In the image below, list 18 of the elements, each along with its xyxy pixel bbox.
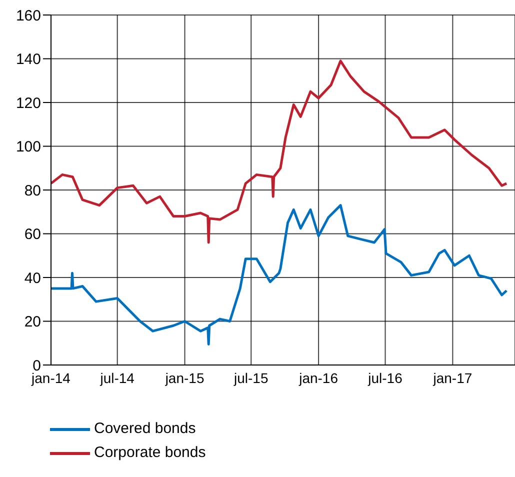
x-tick-label: jan-17 <box>432 370 472 386</box>
x-tick-label: jul-15 <box>232 370 268 386</box>
y-tick-label: 60 <box>24 226 41 244</box>
x-tick-label: jul-16 <box>367 370 403 386</box>
y-tick-label: 100 <box>16 138 41 156</box>
line-series <box>51 60 508 244</box>
legend-label: Corporate bonds <box>94 443 206 463</box>
y-tick-label: 80 <box>24 182 41 200</box>
y-tick-label: 160 <box>16 7 41 24</box>
legend-label: Covered bonds <box>94 419 196 439</box>
y-tick-label: 40 <box>24 270 41 287</box>
x-tick-label: jan-16 <box>298 370 338 386</box>
y-tick-label: 120 <box>16 94 41 112</box>
x-tick-label: jan-15 <box>164 370 204 386</box>
line-series <box>51 204 508 346</box>
y-tick-label: 140 <box>16 51 41 68</box>
y-tick-label: 20 <box>24 314 41 331</box>
x-tick-label: jul-14 <box>99 370 135 386</box>
